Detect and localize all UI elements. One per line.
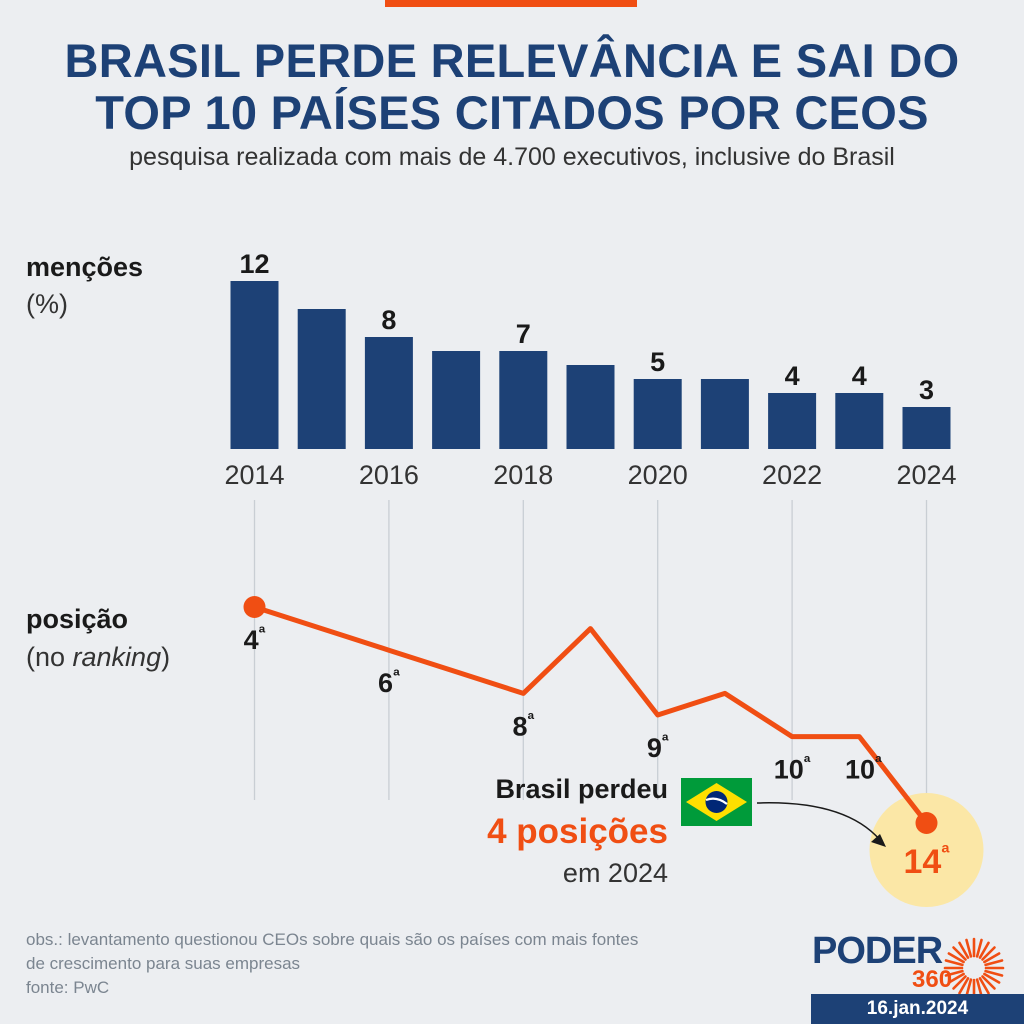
- bar-section-unit: (%): [26, 289, 68, 319]
- x-tick-label-2016: 2016: [359, 460, 419, 490]
- x-tick-label-2024: 2024: [896, 460, 956, 490]
- sunburst-ray: [952, 975, 967, 990]
- callout-line-1: Brasil perdeu: [495, 774, 668, 804]
- callout-arrow: [756, 802, 881, 841]
- poder360-logo: PODER 360: [812, 930, 1005, 999]
- rank-label-2024: 14ª: [904, 840, 951, 881]
- bar-2018: [499, 351, 548, 449]
- bar-value-label-2022: 4: [785, 361, 800, 391]
- sunburst-ray: [965, 938, 973, 958]
- sunburst-ray: [978, 977, 990, 995]
- bar-value-label-2020: 5: [650, 347, 665, 377]
- bar-2019: [566, 365, 615, 449]
- sunburst-ray: [958, 941, 970, 959]
- sunburst-ray: [981, 975, 996, 990]
- footnote: obs.: levantamento questionou CEOs sobre…: [26, 928, 638, 1000]
- sunburst-ray: [983, 972, 1001, 984]
- sunburst-ray: [944, 959, 964, 967]
- subtitle: pesquisa realizada com mais de 4.700 exe…: [129, 143, 895, 171]
- bar-2014: [230, 281, 279, 449]
- bar-2023: [835, 393, 884, 449]
- bar-value-label-2016: 8: [381, 305, 396, 335]
- x-tick-label-2018: 2018: [493, 460, 553, 490]
- footnote-obs-line-2: de crescimento para suas empresas: [26, 954, 301, 973]
- sunburst-ray: [965, 978, 973, 998]
- callout-line-3: em 2024: [562, 858, 668, 888]
- sunburst-ray: [975, 938, 983, 958]
- ranking-point-2024: [915, 812, 938, 834]
- x-tick-label-2014: 2014: [224, 460, 284, 490]
- bar-value-label-2023: 4: [852, 361, 867, 391]
- sunburst-ray: [944, 969, 964, 977]
- bar-2022: [768, 393, 817, 449]
- bar-2021: [700, 379, 749, 449]
- sunburst-ray: [983, 952, 1001, 964]
- x-tick-label-2020: 2020: [628, 460, 688, 490]
- rank-label-2022: 10ª: [774, 753, 811, 785]
- x-tick-label-2022: 2022: [762, 460, 822, 490]
- bar-2020: [633, 379, 682, 449]
- ranking-point-2014: [243, 596, 266, 618]
- sunburst-ray: [981, 946, 996, 961]
- rank-label-2016: 6ª: [378, 666, 400, 698]
- highlight-circle-2024: [869, 793, 984, 907]
- brazil-flag-icon: [681, 778, 752, 826]
- line-section-label: posição: [26, 604, 129, 634]
- rank-label-2018: 8ª: [512, 709, 534, 741]
- bar-value-label-2014: 12: [239, 249, 269, 279]
- bar-value-label-2018: 7: [516, 319, 531, 349]
- sunburst-ray: [947, 972, 965, 984]
- publication-date: 16.jan.2024: [811, 994, 1024, 1024]
- ranking-line: [252, 604, 929, 826]
- sunburst-ray: [984, 969, 1004, 977]
- title-line-1: BRASIL PERDE RELEVÂNCIA E SAI DO: [64, 34, 960, 87]
- sunburst-ray: [952, 946, 967, 961]
- rank-label-2023: 10ª: [845, 753, 882, 785]
- callout-arrowhead-icon: [871, 834, 886, 847]
- sunburst-ray: [978, 941, 990, 959]
- sunburst-icon: [943, 937, 1005, 999]
- bar-2015: [297, 309, 346, 449]
- bar-value-label-2024: 3: [919, 375, 934, 405]
- sunburst-ray: [975, 978, 983, 998]
- line-section-sublabel: (no ranking): [26, 642, 171, 672]
- sunburst-ray: [958, 977, 970, 995]
- footnote-source: fonte: PwC: [26, 978, 110, 997]
- rank-label-2020: 9ª: [647, 731, 669, 763]
- top-accent-bar: [385, 0, 637, 7]
- callout-line-2: 4 posições: [487, 812, 668, 851]
- bar-2017: [432, 351, 481, 449]
- logo-number: 360: [912, 966, 953, 993]
- bar-2016: [364, 337, 413, 449]
- footnote-obs-line-1: obs.: levantamento questionou CEOs sobre…: [26, 930, 639, 949]
- bar-2024: [902, 407, 951, 449]
- logo-word: PODER: [812, 930, 943, 972]
- rank-label-2014: 4ª: [244, 623, 266, 655]
- bar-section-label: menções: [26, 252, 144, 282]
- sunburst-ray: [984, 959, 1004, 967]
- sunburst-ray: [947, 952, 965, 964]
- title-line-2: TOP 10 PAÍSES CITADOS POR CEOS: [95, 86, 929, 139]
